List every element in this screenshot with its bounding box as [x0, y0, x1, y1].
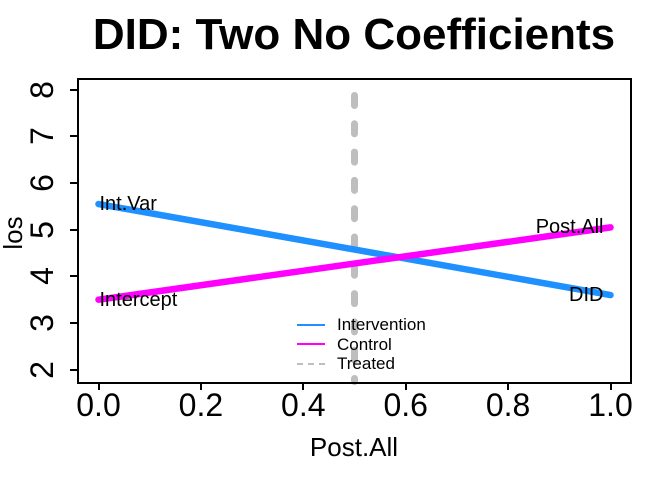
- y-tick-label: 8: [24, 80, 60, 99]
- x-tick-label: 0.4: [281, 387, 326, 423]
- y-tick-mark: [70, 322, 77, 325]
- y-tick-mark: [70, 182, 77, 185]
- y-tick-mark: [70, 368, 77, 371]
- legend-item-control: Control: [297, 335, 426, 355]
- annotation-intercept: Intercept: [99, 288, 178, 311]
- y-tick-label: 3: [24, 314, 60, 332]
- annotation-int-var: Int.Var: [99, 193, 157, 216]
- y-tick-label: 6: [24, 174, 60, 192]
- y-tick-label: 4: [24, 267, 60, 286]
- plot-area-border: [77, 78, 632, 384]
- x-tick-mark: [507, 383, 510, 390]
- legend-item-intervention: Intervention: [297, 315, 426, 335]
- legend-item-label: Intervention: [337, 315, 426, 335]
- x-tick-label: 0.2: [178, 387, 224, 423]
- chart-title: DID: Two No Coefficients: [92, 10, 616, 59]
- annotation-did: DID: [569, 284, 604, 307]
- legend-item-treated: Treated: [297, 354, 426, 374]
- legend-line-sample: [297, 362, 325, 365]
- y-tick-mark: [70, 275, 77, 278]
- legend-item-label: Control: [337, 334, 392, 354]
- y-tick-mark: [70, 135, 77, 138]
- y-tick-label: 5: [24, 220, 60, 239]
- y-tick-mark: [70, 228, 77, 231]
- x-tick-label: 0.8: [485, 387, 531, 423]
- x-tick-label: 0.0: [76, 387, 121, 423]
- legend-item-label: Treated: [337, 354, 395, 374]
- x-tick-mark: [97, 383, 100, 390]
- x-tick-mark: [609, 383, 612, 390]
- legend: Intervention Control Treated: [297, 315, 426, 374]
- legend-line-sample: [297, 323, 325, 326]
- x-tick-label: 0.6: [383, 387, 428, 423]
- legend-line-sample: [297, 343, 325, 346]
- y-tick-mark: [70, 88, 77, 91]
- intervention-line: [95, 200, 614, 299]
- x-tick-label: 1.0: [588, 387, 633, 423]
- x-tick-mark: [404, 383, 407, 390]
- y-axis-title: los: [0, 216, 28, 250]
- x-tick-mark: [302, 383, 305, 390]
- control-line: [95, 224, 614, 303]
- x-tick-mark: [199, 383, 202, 390]
- y-tick-label: 7: [24, 127, 60, 146]
- annotation-post-all: Post.All: [535, 216, 604, 239]
- x-axis-title: Post.All: [309, 432, 399, 462]
- y-tick-label: 2: [24, 360, 60, 379]
